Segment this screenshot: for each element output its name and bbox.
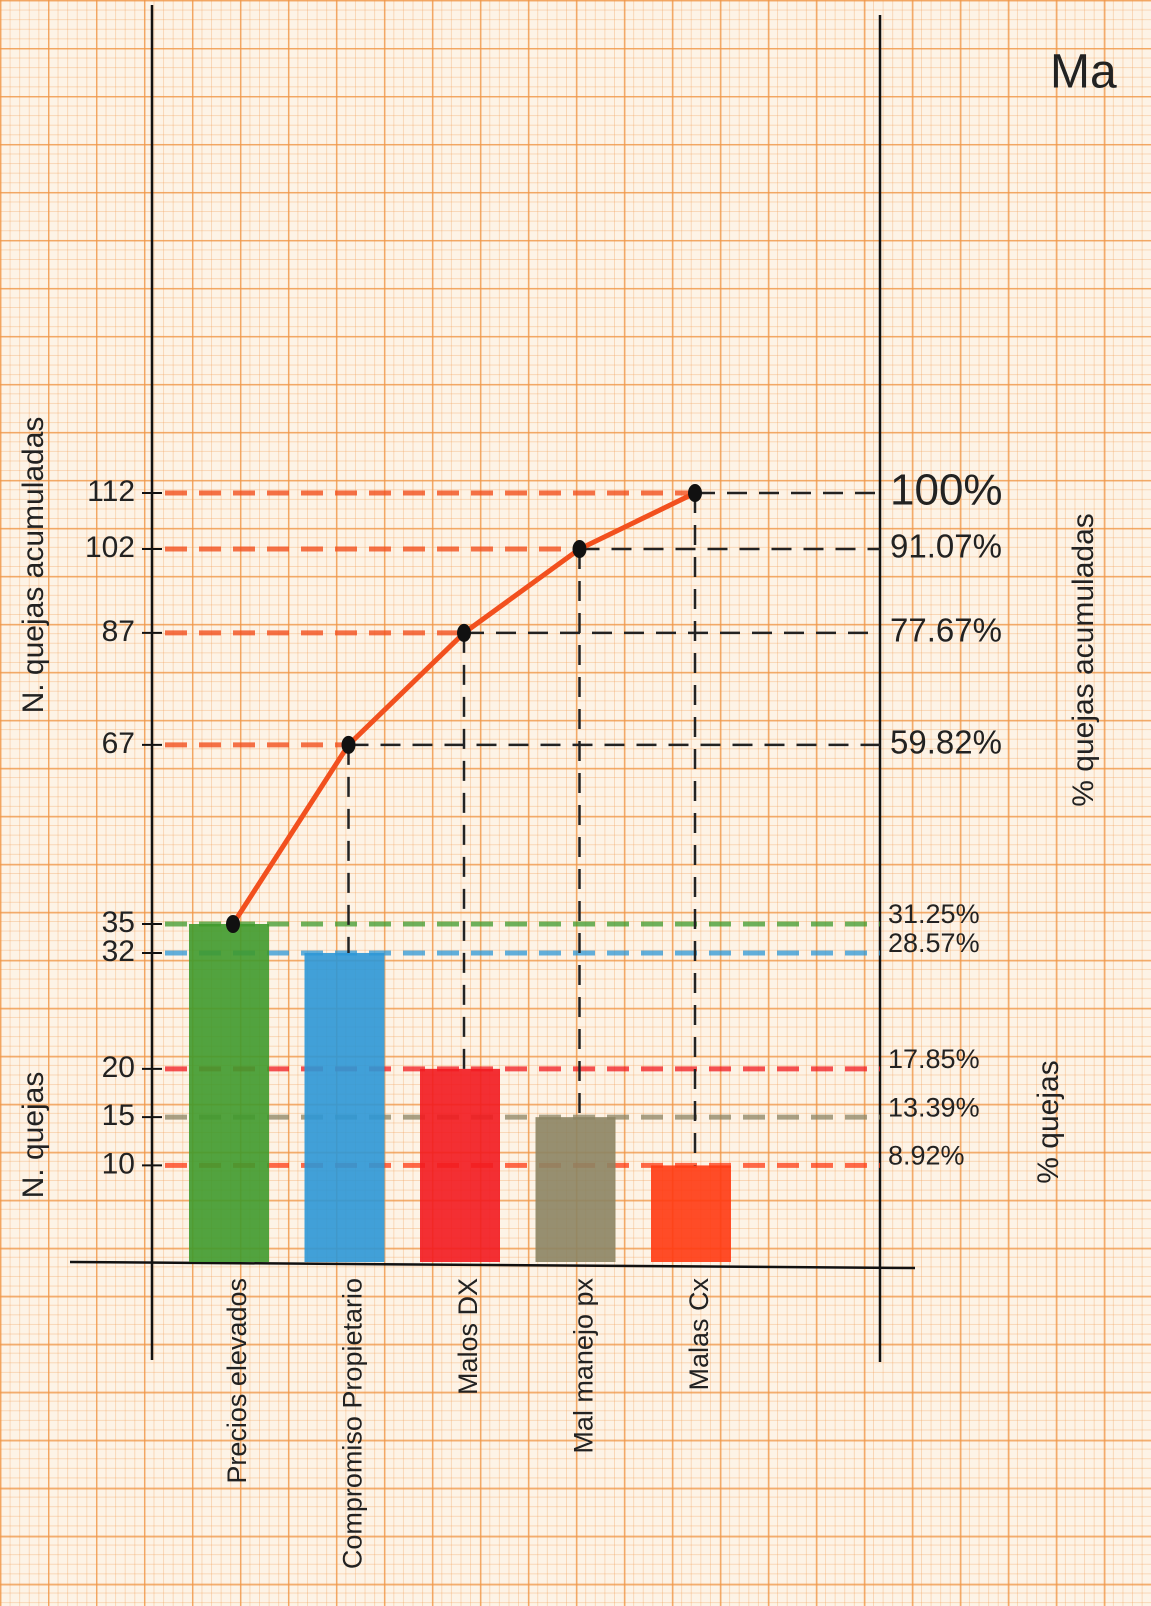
percent-label: 8.92% [888,1141,965,1171]
percent-label: 31.25% [888,899,980,929]
cumulative-point [457,623,471,642]
y-tick-label: 10 [102,1147,135,1180]
percent-label: 77.67% [890,612,1002,649]
percent-label: 13.39% [888,1092,980,1122]
cumulative-point [572,539,587,558]
y-tick-label: 35 [102,906,135,939]
bar [535,1117,616,1262]
y2-axis-label: N. quejas acumuladas [17,417,50,714]
x-tick-label: Precios elevados [222,1278,252,1484]
y2-tick-label: 87 [102,615,135,648]
bar [420,1068,500,1262]
y-tick-label: 15 [102,1099,135,1132]
cumulative-point [341,735,356,754]
bar [189,924,269,1262]
percent-label: 91.07% [890,528,1002,565]
bar [304,952,385,1262]
x-tick-label: Compromiso Propietario [338,1278,368,1569]
cumulative-point [226,915,240,933]
y-tick-label: 20 [102,1051,135,1084]
percent-label: 17.85% [888,1044,980,1074]
percent-label: 59.82% [890,724,1002,761]
x-tick-label: Mal manejo px [569,1278,599,1454]
y2-tick-label: 112 [87,475,135,508]
x-tick-label: Malas Cx [684,1278,714,1391]
right2-axis-label: % quejas acumuladas [1067,513,1100,807]
y2-tick-label: 102 [85,531,135,564]
cumulative-point [688,484,702,502]
bar [651,1165,731,1262]
y2-tick-label: 67 [102,727,135,760]
x-tick-label: Malos DX [453,1278,483,1395]
percent-label: 100% [890,466,1003,515]
baseline [69,1260,916,1270]
percent-label: 28.57% [888,928,980,958]
y-tick-label: 32 [102,935,135,968]
right-axis-label: % quejas [1032,1060,1065,1183]
chart-title: Ma [1050,46,1117,99]
y-axis-label: N. quejas [17,1072,50,1199]
